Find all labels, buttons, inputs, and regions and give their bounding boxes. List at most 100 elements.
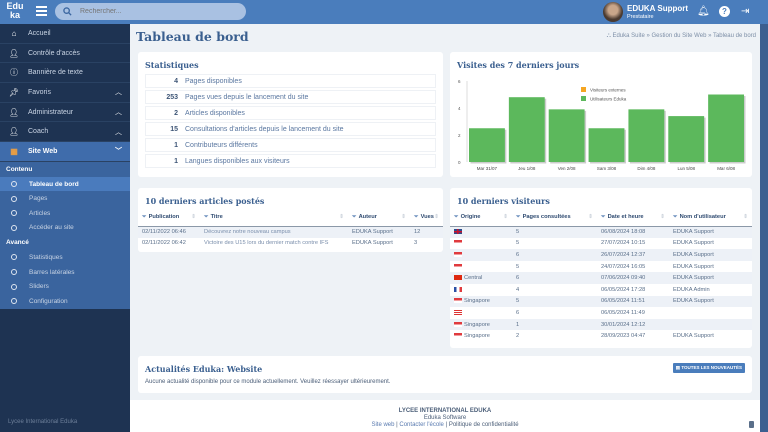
table-row[interactable]: 5 06/08/2024 18:08 EDUKA Support xyxy=(450,226,752,238)
cell[interactable]: Découvrez notre nouveau campus xyxy=(200,226,348,238)
column-header[interactable]: ⏷ Titre ⇕ xyxy=(200,210,348,227)
pages: 6 xyxy=(516,309,520,316)
user-gear-icon: 👤︎ xyxy=(8,127,20,137)
search-box[interactable] xyxy=(55,3,246,20)
breadcrumb-text[interactable]: Eduka Suite » Gestion du Site Web » Tabl… xyxy=(612,33,756,39)
sort-icon[interactable]: ⇕ xyxy=(191,214,196,221)
table-row[interactable]: Central 6 07/06/2024 09:40 EDUKA Support xyxy=(450,272,752,284)
filter-icon[interactable]: ⏷ xyxy=(352,214,357,221)
column-header[interactable]: ⏷ Publication ⇕ xyxy=(138,210,200,227)
sort-icon[interactable]: ⇕ xyxy=(588,214,593,221)
column-label: Origine xyxy=(460,214,481,221)
flag-gb-icon xyxy=(454,229,462,235)
bell-icon[interactable]: 🔔︎ xyxy=(697,6,710,17)
link-site-web[interactable]: Site web xyxy=(371,422,395,428)
bar[interactable] xyxy=(508,97,545,162)
submenu-item[interactable]: Configuration xyxy=(0,294,130,309)
x-tick-label: Dim 4/08 xyxy=(637,166,656,171)
legend-label[interactable]: Utilisateurs Eduka xyxy=(590,97,627,102)
sort-icon[interactable]: ⇕ xyxy=(743,214,748,221)
sort-icon[interactable]: ⇕ xyxy=(401,214,406,221)
logout-icon[interactable]: ⇥ xyxy=(741,6,750,17)
scrollbar[interactable] xyxy=(760,24,768,432)
sidebar-item-2[interactable]: ⓘ Bannière de texte xyxy=(0,63,130,84)
chevron-up-icon[interactable]: ︿ xyxy=(115,89,122,97)
submenu-item[interactable]: Tableau de bord xyxy=(0,176,130,192)
legend-label[interactable]: Visiteurs externes xyxy=(590,88,626,93)
bar[interactable] xyxy=(628,109,665,162)
user-name[interactable]: EDUKA Support xyxy=(627,4,689,13)
bar[interactable] xyxy=(708,94,745,163)
filter-icon[interactable]: ⏷ xyxy=(204,214,209,221)
sort-icon[interactable]: ⇕ xyxy=(503,214,508,221)
sidebar: ⌂ Accueil 👤︎ Contrôle d'accès ⓘ Bannière de t… xyxy=(0,24,130,432)
sidebar-item-6[interactable]: ▦ Site Web ﹀ xyxy=(0,142,130,162)
calculator-icon[interactable] xyxy=(749,421,754,428)
submenu-item[interactable]: Statistiques xyxy=(0,250,130,265)
date: 06/05/2024 11:51 xyxy=(597,295,669,308)
search-input[interactable] xyxy=(80,8,230,15)
table-row[interactable]: 6 26/07/2024 12:37 EDUKA Support xyxy=(450,249,752,261)
chevron-down-icon[interactable]: ﹀ xyxy=(115,148,122,156)
sort-icon[interactable]: ⇕ xyxy=(434,214,439,221)
link-contact[interactable]: Contacter l'école xyxy=(399,422,444,428)
column-header[interactable]: ⏷ Nom d'utilisateur ⇕ xyxy=(669,210,752,227)
filter-icon[interactable]: ⏷ xyxy=(454,214,459,221)
chevron-up-icon[interactable]: ︿ xyxy=(115,128,122,136)
column-header[interactable]: ⏷ Vues ⇕ xyxy=(410,210,443,227)
avatar[interactable] xyxy=(603,2,623,22)
column-header[interactable]: ⏷ Origine ⇕ xyxy=(450,210,512,227)
column-header[interactable]: ⏷ Pages consultées ⇕ xyxy=(512,210,597,227)
logo[interactable]: Edu ka xyxy=(6,1,24,20)
submenu-item[interactable]: Articles xyxy=(0,206,130,221)
filter-icon[interactable]: ⏷ xyxy=(142,214,147,221)
bar[interactable] xyxy=(548,109,585,162)
filter-icon[interactable]: ⏷ xyxy=(516,214,521,221)
all-news-button[interactable]: ▤ TOUTES LES NOUVEAUTÉS xyxy=(672,363,745,373)
table-row[interactable]: Singapore 2 28/09/2023 04:47 EDUKA Support xyxy=(450,330,752,342)
submenu-item[interactable]: Pages xyxy=(0,191,130,206)
news-card: Actualités Eduka: Website ▤ TOUTES LES N… xyxy=(138,356,752,393)
sidebar-item-1[interactable]: 👤︎ Contrôle d'accès xyxy=(0,44,130,64)
breadcrumb[interactable]: ⛬ Eduka Suite » Gestion du Site Web » Ta… xyxy=(607,33,756,40)
filter-icon[interactable]: ⏷ xyxy=(414,214,419,221)
filter-icon[interactable]: ⏷ xyxy=(673,214,678,221)
sort-icon[interactable]: ⇕ xyxy=(339,214,344,221)
table-row[interactable]: 5 27/07/2024 10:15 EDUKA Support xyxy=(450,238,752,250)
table-row[interactable]: 02/11/2022 06:46 Découvrez notre nouveau … xyxy=(138,226,443,238)
submenu-item[interactable]: Accéder au site xyxy=(0,221,130,236)
submenu-heading: Contenu xyxy=(6,165,33,173)
submenu-item[interactable]: Sliders xyxy=(0,279,130,294)
menu-icon[interactable] xyxy=(36,6,47,17)
sidebar-item-5[interactable]: 👤︎ Coach ︿ xyxy=(0,122,130,143)
info-icon: ⓘ xyxy=(10,68,18,78)
sort-icon[interactable]: ⇕ xyxy=(660,214,665,221)
bar[interactable] xyxy=(588,128,625,162)
sidebar-item-0[interactable]: ⌂ Accueil xyxy=(0,24,130,44)
table-row[interactable]: 4 06/05/2024 17:28 EDUKA Admin xyxy=(450,284,752,296)
table-row[interactable]: 5 24/07/2024 16:05 EDUKA Support xyxy=(450,261,752,273)
x-tick-label: Ven 2/08 xyxy=(558,166,576,171)
newspaper-icon: ▤ xyxy=(675,365,682,370)
column-header[interactable]: ⏷ Auteur ⇕ xyxy=(348,210,410,227)
bar[interactable] xyxy=(668,116,705,162)
help-icon[interactable]: ? xyxy=(719,6,730,17)
stat-value: 2 xyxy=(174,109,178,117)
footer: LYCEE INTERNATIONAL EDUKA Eduka Software… xyxy=(130,400,760,432)
date: 06/05/2024 11:49 xyxy=(601,309,645,316)
cell[interactable]: Victoire des U15 lors du dernier match c… xyxy=(204,240,329,247)
circle-icon xyxy=(11,224,17,231)
table-row[interactable]: 02/11/2022 06:42 Victoire des U15 lors du… xyxy=(138,238,443,250)
table-row[interactable]: Singapore 5 06/05/2024 11:51 EDUKA Support xyxy=(450,295,752,308)
chevron-up-icon[interactable]: ︿ xyxy=(115,109,122,117)
link-privacy[interactable]: Politique de confidentialité xyxy=(448,422,519,428)
bar[interactable] xyxy=(469,128,505,162)
table-row[interactable]: Singapore 1 30/01/2024 12:12 xyxy=(450,318,752,331)
table-row[interactable]: 6 06/05/2024 11:49 xyxy=(450,307,752,319)
submenu-item[interactable]: Barres latérales xyxy=(0,265,130,280)
sidebar-item-3[interactable]: 📌︎ Favoris ︿ xyxy=(0,83,130,103)
sidebar-item-4[interactable]: 👤︎ Administrateur ︿ xyxy=(0,103,130,123)
column-header[interactable]: ⏷ Date et heure ⇕ xyxy=(597,210,669,227)
filter-icon[interactable]: ⏷ xyxy=(601,214,606,221)
user-check-icon: 👤︎ xyxy=(8,48,20,58)
